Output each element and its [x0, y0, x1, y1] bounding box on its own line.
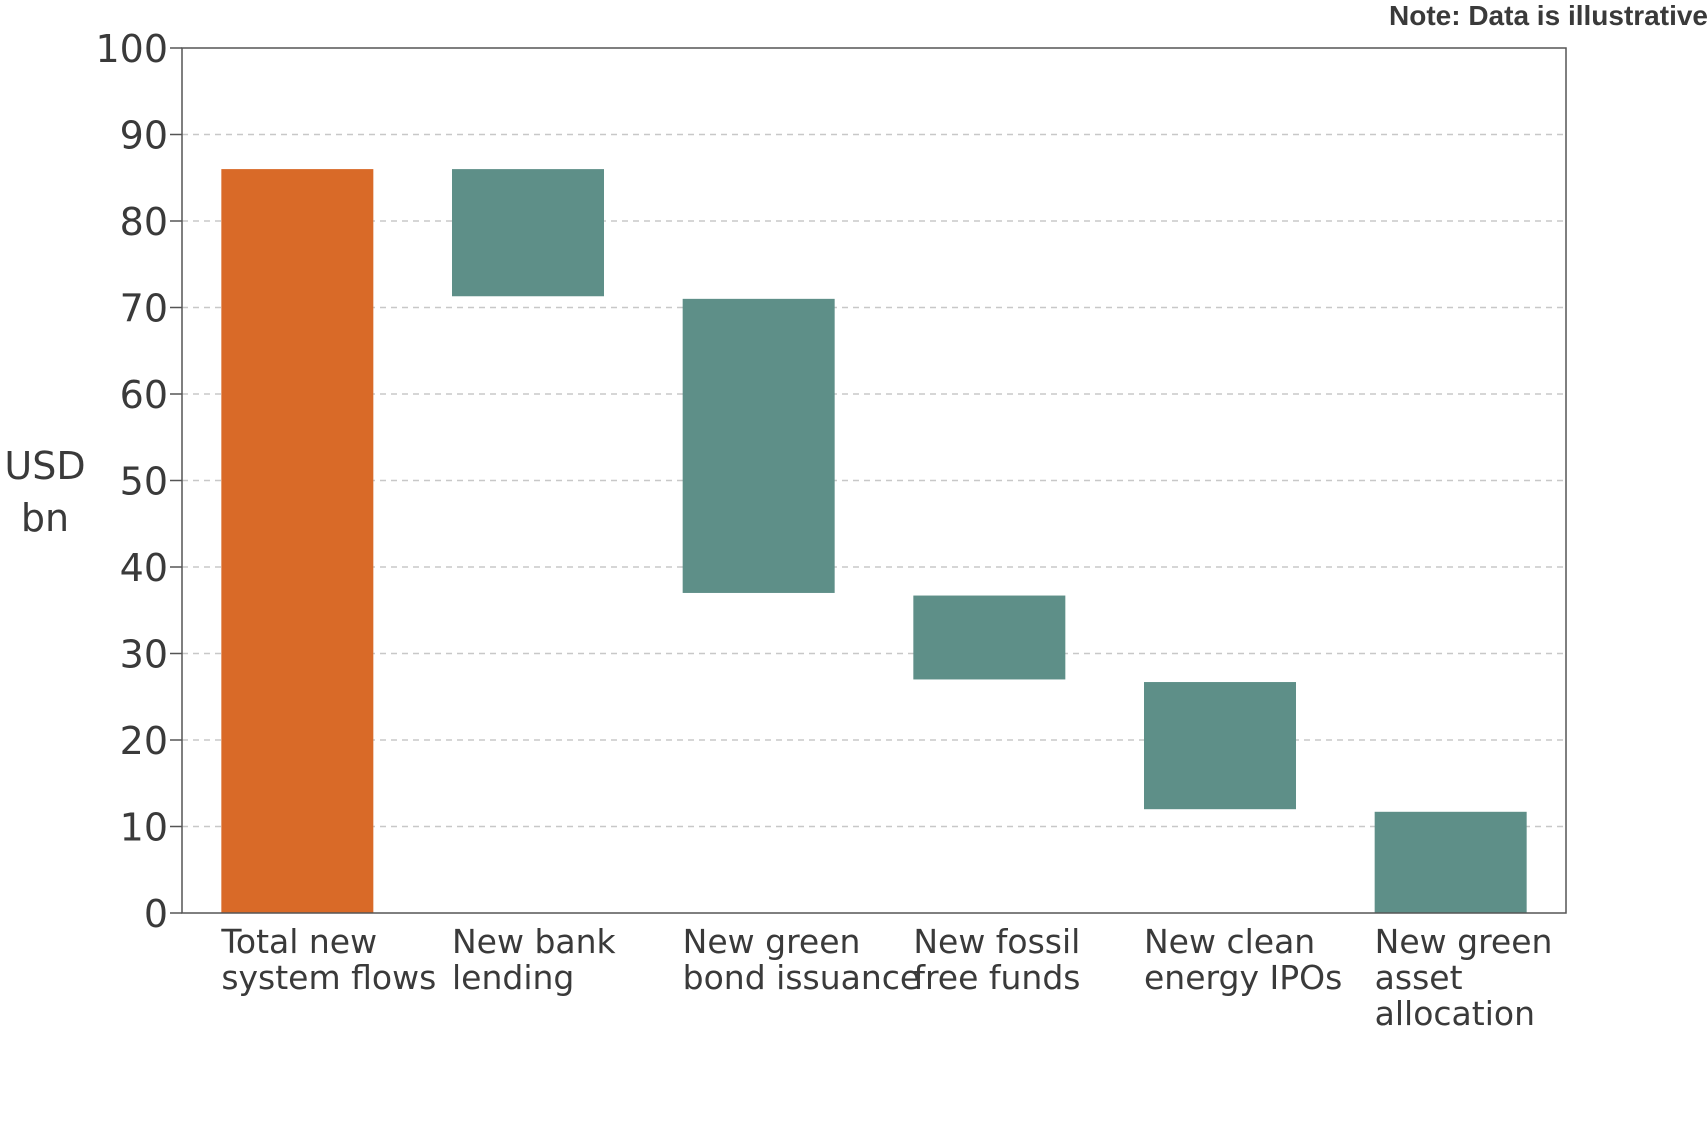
x-category-label-2: New bank lending — [452, 922, 617, 997]
bars — [221, 169, 1527, 914]
y-tick-label-10: 10 — [120, 806, 168, 850]
y-tick-label-40: 40 — [120, 546, 168, 590]
x-category-label-1: Total new system flows — [220, 922, 436, 997]
bar-2 — [452, 169, 604, 297]
y-tick-label-80: 80 — [120, 200, 168, 244]
axes — [170, 47, 1567, 914]
bar-4 — [913, 595, 1066, 680]
x-category-label-5: New clean energy IPOs — [1144, 922, 1342, 997]
chart-note: Note: Data is illustrative — [1389, 0, 1708, 31]
y-tick-label-60: 60 — [120, 373, 168, 417]
y-tick-label-20: 20 — [120, 719, 168, 763]
y-tick-labels: 0 10 20 30 40 50 60 70 80 90 100 — [95, 27, 168, 936]
y-tick-label-70: 70 — [120, 287, 168, 331]
bar-3 — [682, 298, 835, 593]
y-tick-label-100: 100 — [95, 27, 168, 71]
x-category-label-4: New fossil free funds — [913, 922, 1080, 997]
bar-6 — [1374, 811, 1527, 913]
x-category-label-6: New green asset allocation — [1375, 922, 1553, 1033]
y-tick-label-0: 0 — [144, 892, 168, 936]
plot-frame — [181, 47, 1567, 914]
y-axis-label-line-1: USD — [4, 444, 86, 488]
y-axis-label-line-2: bn — [20, 496, 70, 540]
y-tick-label-30: 30 — [120, 633, 168, 677]
x-category-label-3: New green bond issuance — [683, 922, 921, 997]
y-axis-label: USD bn — [0, 440, 90, 544]
bar-5 — [1144, 682, 1296, 810]
grid-lines — [182, 133, 1566, 828]
y-tick-label-90: 90 — [120, 114, 168, 158]
bar-1 — [221, 169, 374, 914]
y-tick-label-50: 50 — [120, 460, 168, 504]
